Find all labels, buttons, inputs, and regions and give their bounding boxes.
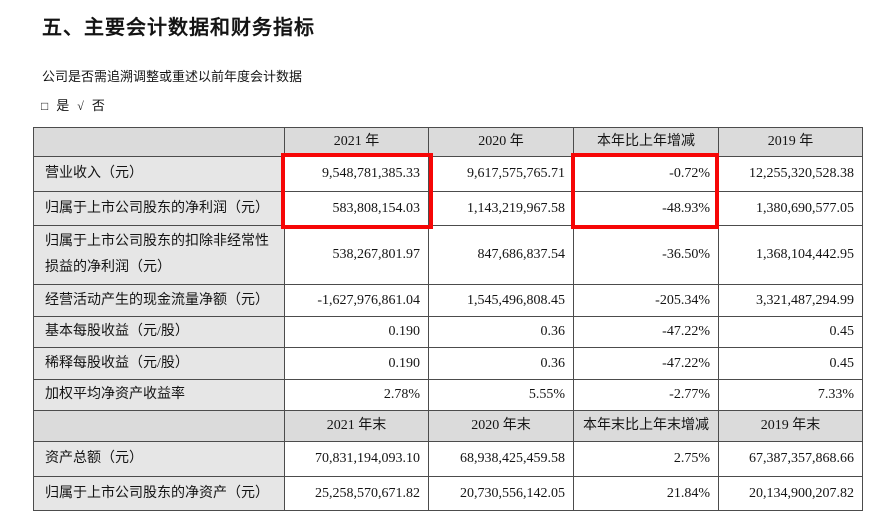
cell-2021: 70,831,194,093.10 bbox=[284, 441, 429, 477]
cell-change: -47.22% bbox=[573, 347, 719, 380]
annual-header-row: 2021 年 2020 年 本年比上年增减 2019 年 bbox=[33, 127, 863, 157]
cell-2019: 0.45 bbox=[718, 316, 863, 348]
cell-change: -2.77% bbox=[573, 379, 719, 411]
cell-2019: 3,321,487,294.99 bbox=[718, 284, 863, 317]
cell-2019: 67,387,357,868.66 bbox=[718, 441, 863, 477]
table-row-diluted-eps: 稀释每股收益（元/股） 0.190 0.36 -47.22% 0.45 bbox=[33, 347, 863, 380]
table-row-net-profit: 归属于上市公司股东的净利润（元） 583,808,154.03 1,143,21… bbox=[33, 191, 863, 226]
header-year-end-change: 本年末比上年末增减 bbox=[573, 410, 719, 442]
cell-2021: -1,627,976,861.04 bbox=[284, 284, 429, 317]
table-row-weighted-avg-roe: 加权平均净资产收益率 2.78% 5.55% -2.77% 7.33% bbox=[33, 379, 863, 411]
cell-2020: 5.55% bbox=[428, 379, 574, 411]
row-label: 加权平均净资产收益率 bbox=[33, 379, 285, 411]
row-label: 归属于上市公司股东的净利润（元） bbox=[33, 191, 285, 226]
header-yoy-change: 本年比上年增减 bbox=[573, 127, 719, 157]
cell-change: -48.93% bbox=[573, 191, 719, 226]
cell-change: 2.75% bbox=[573, 441, 719, 477]
cell-2019: 12,255,320,528.38 bbox=[718, 156, 863, 192]
row-label: 归属于上市公司股东的净资产（元） bbox=[33, 476, 285, 511]
section-title: 五、主要会计数据和财务指标 bbox=[42, 17, 315, 39]
table-row-total-assets: 资产总额（元） 70,831,194,093.10 68,938,425,459… bbox=[33, 441, 863, 477]
row-label: 营业收入（元） bbox=[33, 156, 285, 192]
row-label: 稀释每股收益（元/股） bbox=[33, 347, 285, 380]
year-end-header-row: 2021 年末 2020 年末 本年末比上年末增减 2019 年末 bbox=[33, 410, 863, 442]
cell-2021: 0.190 bbox=[284, 316, 429, 348]
cell-2021: 25,258,570,671.82 bbox=[284, 476, 429, 511]
table-row-revenue: 营业收入（元） 9,548,781,385.33 9,617,575,765.7… bbox=[33, 156, 863, 192]
cell-2020: 1,143,219,967.58 bbox=[428, 191, 574, 226]
header-2021: 2021 年 bbox=[284, 127, 429, 157]
header-2019: 2019 年 bbox=[718, 127, 863, 157]
cell-2021: 538,267,801.97 bbox=[284, 225, 429, 285]
cell-2020: 0.36 bbox=[428, 316, 574, 348]
cell-change: -36.50% bbox=[573, 225, 719, 285]
checkbox-unchecked-icon: □ bbox=[41, 99, 49, 113]
row-label: 资产总额（元） bbox=[33, 441, 285, 477]
cell-2020: 9,617,575,765.71 bbox=[428, 156, 574, 192]
cell-2020: 20,730,556,142.05 bbox=[428, 476, 574, 511]
table-row-net-assets: 归属于上市公司股东的净资产（元） 25,258,570,671.82 20,73… bbox=[33, 476, 863, 511]
restatement-answer: □ 是 √ 否 bbox=[41, 95, 113, 114]
table-row-net-profit-excl-nonrecurring: 归属于上市公司股东的扣除非经常性损益的净利润（元） 538,267,801.97… bbox=[33, 225, 863, 285]
financial-table-container: 2021 年 2020 年 本年比上年增减 2019 年 营业收入（元） 9,5… bbox=[33, 127, 863, 511]
cell-change: -47.22% bbox=[573, 316, 719, 348]
header-2020-end: 2020 年末 bbox=[428, 410, 574, 442]
cell-2020: 1,545,496,808.45 bbox=[428, 284, 574, 317]
header-2021-end: 2021 年末 bbox=[284, 410, 429, 442]
yes-label: 是 bbox=[56, 98, 70, 113]
row-label: 经营活动产生的现金流量净额（元） bbox=[33, 284, 285, 317]
cell-2021: 0.190 bbox=[284, 347, 429, 380]
table-row-basic-eps: 基本每股收益（元/股） 0.190 0.36 -47.22% 0.45 bbox=[33, 316, 863, 348]
cell-change: -205.34% bbox=[573, 284, 719, 317]
cell-2021: 2.78% bbox=[284, 379, 429, 411]
header-2019-end: 2019 年末 bbox=[718, 410, 863, 442]
cell-2021: 9,548,781,385.33 bbox=[284, 156, 429, 192]
cell-2021: 583,808,154.03 bbox=[284, 191, 429, 226]
cell-2020: 68,938,425,459.58 bbox=[428, 441, 574, 477]
checkmark-icon: √ bbox=[77, 99, 84, 113]
cell-2019: 7.33% bbox=[718, 379, 863, 411]
cell-2020: 847,686,837.54 bbox=[428, 225, 574, 285]
cell-change: 21.84% bbox=[573, 476, 719, 511]
header-empty-cell bbox=[33, 410, 285, 442]
financial-indicators-table: 2021 年 2020 年 本年比上年增减 2019 年 营业收入（元） 9,5… bbox=[33, 127, 863, 511]
row-label: 基本每股收益（元/股） bbox=[33, 316, 285, 348]
cell-2020: 0.36 bbox=[428, 347, 574, 380]
row-label: 归属于上市公司股东的扣除非经常性损益的净利润（元） bbox=[33, 225, 285, 285]
cell-2019: 1,368,104,442.95 bbox=[718, 225, 863, 285]
cell-2019: 20,134,900,207.82 bbox=[718, 476, 863, 511]
header-2020: 2020 年 bbox=[428, 127, 574, 157]
cell-2019: 0.45 bbox=[718, 347, 863, 380]
restatement-question: 公司是否需追溯调整或重述以前年度会计数据 bbox=[42, 69, 303, 84]
no-label: 否 bbox=[91, 98, 105, 113]
header-empty-cell bbox=[33, 127, 285, 157]
cell-2019: 1,380,690,577.05 bbox=[718, 191, 863, 226]
table-row-operating-cash-flow: 经营活动产生的现金流量净额（元） -1,627,976,861.04 1,545… bbox=[33, 284, 863, 317]
cell-change: -0.72% bbox=[573, 156, 719, 192]
